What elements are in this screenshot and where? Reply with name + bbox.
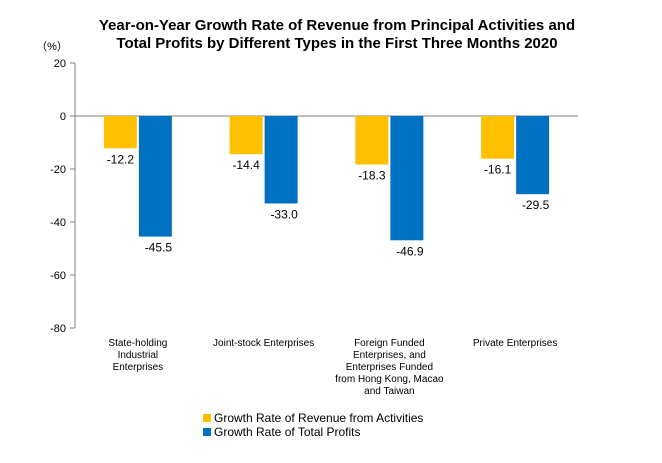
category-label: Enterprises Funded [346,362,433,373]
legend-swatch [203,428,211,436]
bar-profit-growth [264,116,298,204]
y-axis-unit-label: （%） [36,40,68,53]
data-label: -18.3 [358,168,386,182]
category-label: Private Enterprises [473,338,557,349]
y-tick-label: 0 [60,111,66,123]
data-label: -46.9 [396,244,424,258]
bar-revenue-growth [355,116,389,165]
bar-profit-growth [390,116,424,241]
category-label: Enterprises [113,362,164,373]
legend-swatch [203,414,211,422]
category-label: Foreign Funded [354,338,425,349]
y-tick-label: -40 [50,217,66,229]
data-label: -12.2 [107,152,135,166]
category-label: Enterprises, and [353,350,426,361]
y-tick-label: -20 [50,164,66,176]
y-tick-label: -60 [50,270,66,282]
data-label: -45.5 [145,241,173,255]
category-label: from Hong Kong, Macao [335,374,444,385]
category-label: Joint-stock Enterprises [213,338,314,349]
data-label: -14.4 [232,158,260,172]
data-label: -33.0 [270,207,298,221]
legend-label: Growth Rate of Revenue from Activities [214,411,423,425]
data-label: -16.1 [484,163,512,177]
bar-profit-growth [516,116,550,195]
y-tick-label: -80 [50,323,66,335]
category-label: and Taiwan [364,386,414,397]
category-label: Industrial [118,350,159,361]
chart-title-line: Total Profits by Different Types in the … [116,35,557,52]
bar-revenue-growth [103,116,137,149]
bar-revenue-growth [229,116,263,155]
bar-revenue-growth [481,116,515,159]
data-label: -29.5 [522,198,550,212]
legend-label: Growth Rate of Total Profits [214,425,361,439]
y-tick-label: 20 [54,58,66,70]
category-label: State-holding [108,338,167,349]
bar-profit-growth [138,116,172,237]
chart-title-line: Year-on-Year Growth Rate of Revenue from… [99,17,575,34]
